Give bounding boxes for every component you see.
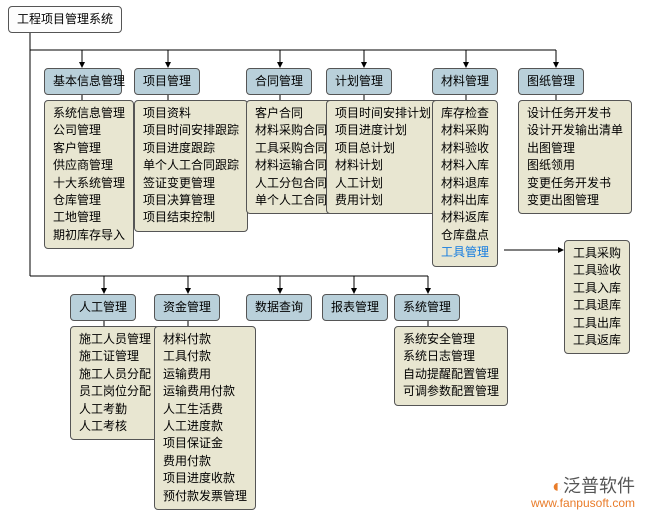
list-item: 单个人工合同跟踪 bbox=[143, 157, 239, 174]
list-fund: 材料付款工具付款运输费用运输费用付款人工生活费人工进度款项目保证金费用付款项目进… bbox=[154, 326, 256, 510]
list-item: 变更任务开发书 bbox=[527, 175, 623, 192]
list-item: 人工进度款 bbox=[163, 418, 247, 435]
header-fund: 资金管理 bbox=[154, 294, 220, 321]
list-item: 系统信息管理 bbox=[53, 105, 125, 122]
list-item: 项目保证金 bbox=[163, 435, 247, 452]
list-item: 工具采购合同 bbox=[255, 140, 327, 157]
header-data-query: 数据查询 bbox=[246, 294, 312, 321]
list-item: 项目时间安排跟踪 bbox=[143, 122, 239, 139]
list-item: 公司管理 bbox=[53, 122, 125, 139]
list-drawing: 设计任务开发书设计开发输出清单出图管理图纸领用变更任务开发书变更出图管理 bbox=[518, 100, 632, 214]
list-item: 项目进度计划 bbox=[335, 122, 431, 139]
header-system: 系统管理 bbox=[394, 294, 460, 321]
list-item: 材料付款 bbox=[163, 331, 247, 348]
header-labor: 人工管理 bbox=[70, 294, 136, 321]
list-item: 材料运输合同 bbox=[255, 157, 327, 174]
header-contract: 合同管理 bbox=[246, 68, 312, 95]
list-item: 系统安全管理 bbox=[403, 331, 499, 348]
list-item: 员工岗位分配 bbox=[79, 383, 151, 400]
list-item: 工具付款 bbox=[163, 348, 247, 365]
list-item: 供应商管理 bbox=[53, 157, 125, 174]
header-basic-info: 基本信息管理 bbox=[44, 68, 122, 95]
watermark: ◐泛普软件 www.fanpusoft.com bbox=[531, 477, 635, 510]
list-contract: 客户合同材料采购合同工具采购合同材料运输合同人工分包合同单个人工合同 bbox=[246, 100, 336, 214]
list-item: 施工证管理 bbox=[79, 348, 151, 365]
list-item: 仓库管理 bbox=[53, 192, 125, 209]
list-item: 运输费用 bbox=[163, 366, 247, 383]
list-item: 材料计划 bbox=[335, 157, 431, 174]
list-item: 客户合同 bbox=[255, 105, 327, 122]
list-item: 自动提醒配置管理 bbox=[403, 366, 499, 383]
list-item: 工具验收 bbox=[573, 262, 621, 279]
list-item: 材料采购合同 bbox=[255, 122, 327, 139]
watermark-logo-icon: ◐ bbox=[552, 476, 563, 496]
list-item: 人工考勤 bbox=[79, 401, 151, 418]
list-item: 运输费用付款 bbox=[163, 383, 247, 400]
list-item: 施工人员管理 bbox=[79, 331, 151, 348]
list-item: 材料出库 bbox=[441, 192, 489, 209]
list-item: 设计开发输出清单 bbox=[527, 122, 623, 139]
list-item: 人工生活费 bbox=[163, 401, 247, 418]
list-item: 工具入库 bbox=[573, 280, 621, 297]
list-item: 项目进度跟踪 bbox=[143, 140, 239, 157]
list-item: 材料验收 bbox=[441, 140, 489, 157]
list-item: 项目资料 bbox=[143, 105, 239, 122]
list-tool-popup: 工具采购工具验收工具入库工具退库工具出库工具返库 bbox=[564, 240, 630, 354]
list-item: 项目总计划 bbox=[335, 140, 431, 157]
list-item: 图纸领用 bbox=[527, 157, 623, 174]
list-item: 设计任务开发书 bbox=[527, 105, 623, 122]
list-item: 项目进度收款 bbox=[163, 470, 247, 487]
list-item: 材料返库 bbox=[441, 209, 489, 226]
list-item: 工具返库 bbox=[573, 332, 621, 349]
list-item: 出图管理 bbox=[527, 140, 623, 157]
list-item: 期初库存导入 bbox=[53, 227, 125, 244]
list-material: 库存检查材料采购材料验收材料入库材料退库材料出库材料返库仓库盘点工具管理 bbox=[432, 100, 498, 267]
list-item: 人工分包合同 bbox=[255, 175, 327, 192]
list-item: 费用计划 bbox=[335, 192, 431, 209]
list-item: 预付款发票管理 bbox=[163, 488, 247, 505]
list-item: 十大系统管理 bbox=[53, 175, 125, 192]
list-system: 系统安全管理系统日志管理自动提醒配置管理可调参数配置管理 bbox=[394, 326, 508, 406]
list-item: 工具出库 bbox=[573, 315, 621, 332]
list-item: 工地管理 bbox=[53, 209, 125, 226]
root-title: 工程项目管理系统 bbox=[17, 12, 113, 26]
list-item: 工具采购 bbox=[573, 245, 621, 262]
list-item: 仓库盘点 bbox=[441, 227, 489, 244]
header-project: 项目管理 bbox=[134, 68, 200, 95]
list-item: 施工人员分配 bbox=[79, 366, 151, 383]
list-labor: 施工人员管理施工证管理施工人员分配员工岗位分配人工考勤人工考核 bbox=[70, 326, 160, 440]
list-item: 项目结束控制 bbox=[143, 209, 239, 226]
header-plan: 计划管理 bbox=[326, 68, 392, 95]
header-report: 报表管理 bbox=[322, 294, 388, 321]
list-item: 系统日志管理 bbox=[403, 348, 499, 365]
list-item: 材料采购 bbox=[441, 122, 489, 139]
root-node: 工程项目管理系统 bbox=[8, 6, 122, 33]
list-item: 库存检查 bbox=[441, 105, 489, 122]
list-item: 材料入库 bbox=[441, 157, 489, 174]
list-item: 单个人工合同 bbox=[255, 192, 327, 209]
list-item: 项目决算管理 bbox=[143, 192, 239, 209]
list-item: 变更出图管理 bbox=[527, 192, 623, 209]
list-item: 可调参数配置管理 bbox=[403, 383, 499, 400]
list-item: 材料退库 bbox=[441, 175, 489, 192]
watermark-brand: 泛普软件 bbox=[563, 476, 635, 496]
list-item: 人工计划 bbox=[335, 175, 431, 192]
list-item: 工具管理 bbox=[441, 244, 489, 261]
list-item: 费用付款 bbox=[163, 453, 247, 470]
header-drawing: 图纸管理 bbox=[518, 68, 584, 95]
list-item: 工具退库 bbox=[573, 297, 621, 314]
list-item: 人工考核 bbox=[79, 418, 151, 435]
header-material: 材料管理 bbox=[432, 68, 498, 95]
list-item: 客户管理 bbox=[53, 140, 125, 157]
list-plan: 项目时间安排计划项目进度计划项目总计划材料计划人工计划费用计划 bbox=[326, 100, 440, 214]
list-basic-info: 系统信息管理公司管理客户管理供应商管理十大系统管理仓库管理工地管理期初库存导入 bbox=[44, 100, 134, 249]
list-item: 项目时间安排计划 bbox=[335, 105, 431, 122]
list-item: 签证变更管理 bbox=[143, 175, 239, 192]
watermark-url: www.fanpusoft.com bbox=[531, 497, 635, 510]
list-project: 项目资料项目时间安排跟踪项目进度跟踪单个人工合同跟踪签证变更管理项目决算管理项目… bbox=[134, 100, 248, 232]
